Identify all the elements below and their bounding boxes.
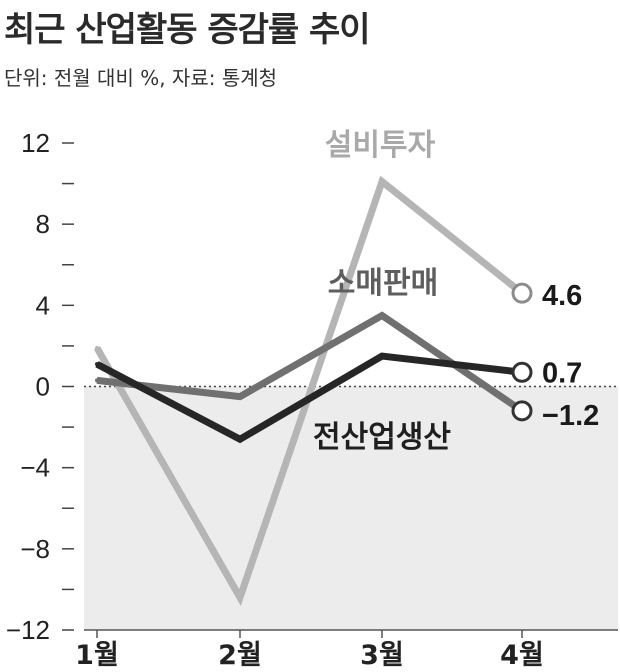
series-end-marker <box>511 361 533 383</box>
series-line-3 <box>95 352 523 444</box>
series-line-1 <box>93 175 525 606</box>
y-tick-label: −4 <box>20 453 50 483</box>
x-tick-label: 4월 <box>500 640 544 671</box>
series-start-point <box>95 362 99 367</box>
series-start-point <box>95 378 99 383</box>
chart-title: 최근 산업활동 증감률 추이 <box>4 10 371 50</box>
series-start-point <box>95 345 99 350</box>
y-tick-label: −12 <box>6 615 50 645</box>
series-end-value-label: 4.6 <box>542 280 582 312</box>
series-end-marker <box>511 400 533 422</box>
y-tick-label: 12 <box>21 128 50 158</box>
y-tick-label: 8 <box>36 209 50 239</box>
series-name-label: 설비투자 <box>325 128 436 163</box>
series-end-value-label: −1.2 <box>542 400 599 432</box>
y-tick-label: −8 <box>20 534 50 564</box>
y-tick-label: 4 <box>36 290 50 320</box>
series-name-label: 소매판매 <box>328 266 438 301</box>
series-end-marker <box>511 282 533 304</box>
y-tick-label: 0 <box>36 372 50 402</box>
chart-subtitle: 단위: 전월 대비 %, 자료: 통계청 <box>4 66 278 90</box>
negative-region-shading <box>84 386 618 630</box>
series-end-value-label: 0.7 <box>542 357 582 389</box>
x-tick-label: 3월 <box>360 640 404 671</box>
x-tick-label: 2월 <box>218 640 262 671</box>
series-name-label: 전산업생산 <box>313 420 451 455</box>
x-tick-label: 1월 <box>75 640 119 671</box>
